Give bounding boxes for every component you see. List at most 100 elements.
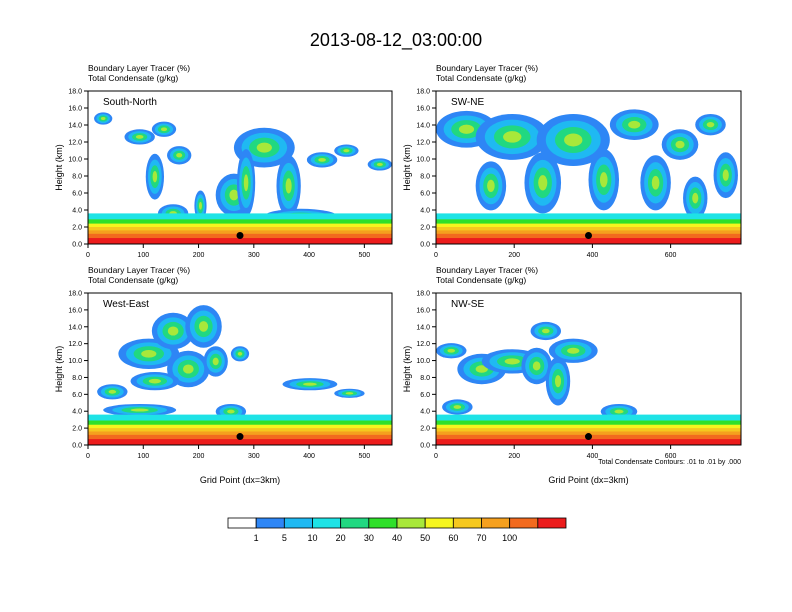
tracer-blob <box>256 142 272 153</box>
tracer-blob <box>130 408 149 412</box>
tracer-field <box>436 321 741 445</box>
tracer-blob <box>475 365 488 373</box>
boundary-layer-band <box>88 238 392 244</box>
plot-frame <box>87 90 393 245</box>
y-tick-label: 14.0 <box>416 123 430 130</box>
colorbar-box <box>255 517 285 529</box>
y-tick-label: 12.0 <box>68 341 82 348</box>
colorbar-box <box>537 517 567 529</box>
chart-panel-2: 0.0 2.0 4.0 6.0 8.0 10.0 12.0 14.0 16.0 18.0 0 200 4… <box>402 63 742 259</box>
colorbar-box <box>368 517 398 529</box>
y-tick-label: 18.0 <box>416 291 430 298</box>
x-tick-label: 100 <box>137 252 149 259</box>
x-tick-label: 500 <box>359 252 371 259</box>
tracer-blob <box>160 127 168 132</box>
colorbar-label: 100 <box>502 533 517 543</box>
tracer-blob <box>651 175 660 190</box>
y-axis-label: Height (km) <box>402 346 412 393</box>
plot-frame <box>435 292 742 446</box>
colorbar-box <box>509 517 539 529</box>
y-tick-label: 12.0 <box>416 140 430 147</box>
tracer-blob <box>487 179 495 192</box>
x-tick-label: 400 <box>303 453 315 460</box>
colorbar-label: 50 <box>420 533 430 543</box>
tracer-blob <box>148 378 161 384</box>
tracer-blob <box>237 351 243 356</box>
y-tick-label: 18.0 <box>68 89 82 96</box>
colorbar-label: 5 <box>282 533 287 543</box>
panel-label: West-East <box>103 299 149 310</box>
y-tick-label: 16.0 <box>416 106 430 113</box>
tracer-blob <box>692 192 699 204</box>
y-tick-label: 14.0 <box>68 123 82 130</box>
y-tick-label: 12.0 <box>416 341 430 348</box>
panel-header-line: Boundary Layer Tracer (%) <box>436 63 538 73</box>
y-tick-label: 14.0 <box>416 324 430 331</box>
colorbar-label: 20 <box>336 533 346 543</box>
x-tick-label: 0 <box>434 252 438 259</box>
tracer-blob <box>152 170 158 183</box>
x-axis-label: Grid Point (dx=3km) <box>548 475 628 485</box>
colorbar-label: 70 <box>476 533 486 543</box>
y-tick-label: 2.0 <box>72 225 82 232</box>
tracer-blob <box>458 124 475 134</box>
colorbar-box <box>396 517 426 529</box>
y-tick-label: 2.0 <box>420 426 430 433</box>
panel-header-line: Total Condensate (g/kg) <box>436 275 526 285</box>
y-tick-label: 10.0 <box>68 157 82 164</box>
y-tick-label: 10.0 <box>68 358 82 365</box>
y-tick-label: 0.0 <box>420 242 430 249</box>
colorbar-label: 10 <box>307 533 317 543</box>
tracer-blob <box>706 121 715 128</box>
tracer-blob <box>376 162 383 166</box>
tracer-blob <box>176 152 183 158</box>
y-tick-label: 4.0 <box>72 409 82 416</box>
x-tick-label: 200 <box>508 453 520 460</box>
y-tick-label: 6.0 <box>72 392 82 399</box>
location-marker <box>585 433 592 441</box>
tracer-blob <box>212 357 219 366</box>
tracer-blob <box>198 201 202 210</box>
tracer-field <box>88 305 392 445</box>
tracer-blob <box>285 178 292 194</box>
y-tick-label: 2.0 <box>72 426 82 433</box>
y-tick-label: 4.0 <box>420 208 430 215</box>
colorbar-label: 1 <box>254 533 259 543</box>
tracer-blob <box>100 117 106 121</box>
tracer-blob <box>554 375 562 388</box>
tracer-blob <box>108 389 117 394</box>
y-tick-label: 8.0 <box>72 375 82 382</box>
y-tick-label: 4.0 <box>72 208 82 215</box>
x-tick-label: 200 <box>193 453 205 460</box>
y-tick-label: 8.0 <box>420 375 430 382</box>
y-tick-label: 0.0 <box>420 443 430 450</box>
y-tick-label: 4.0 <box>420 409 430 416</box>
y-tick-label: 0.0 <box>72 443 82 450</box>
x-tick-label: 0 <box>434 453 438 460</box>
y-tick-label: 6.0 <box>420 392 430 399</box>
y-tick-label: 8.0 <box>420 174 430 181</box>
tracer-blob <box>722 169 729 181</box>
tracer-blob <box>447 348 456 353</box>
tracer-blob <box>141 350 157 358</box>
panel-label: South-North <box>103 97 157 108</box>
panel-header-line: Boundary Layer Tracer (%) <box>88 265 190 275</box>
tracer-blob <box>167 326 179 336</box>
tracer-blob <box>541 328 550 334</box>
location-marker <box>236 433 244 441</box>
colorbar-box <box>481 517 511 529</box>
tracer-blob <box>345 392 354 395</box>
tracer-blob <box>229 189 239 201</box>
tracer-blob <box>567 347 580 354</box>
colorbar-box <box>227 517 257 529</box>
y-axis-label: Height (km) <box>402 144 412 191</box>
y-tick-label: 18.0 <box>416 89 430 96</box>
x-tick-label: 600 <box>665 252 677 259</box>
page-title: 2013-08-12_03:00:00 <box>309 30 483 50</box>
y-tick-label: 12.0 <box>68 140 82 147</box>
panel-header-line: Total Condensate (g/kg) <box>436 73 526 83</box>
x-tick-label: 400 <box>587 252 599 259</box>
panel-header-line: Total Condensate (g/kg) <box>88 73 178 83</box>
plot-frame <box>435 90 742 245</box>
